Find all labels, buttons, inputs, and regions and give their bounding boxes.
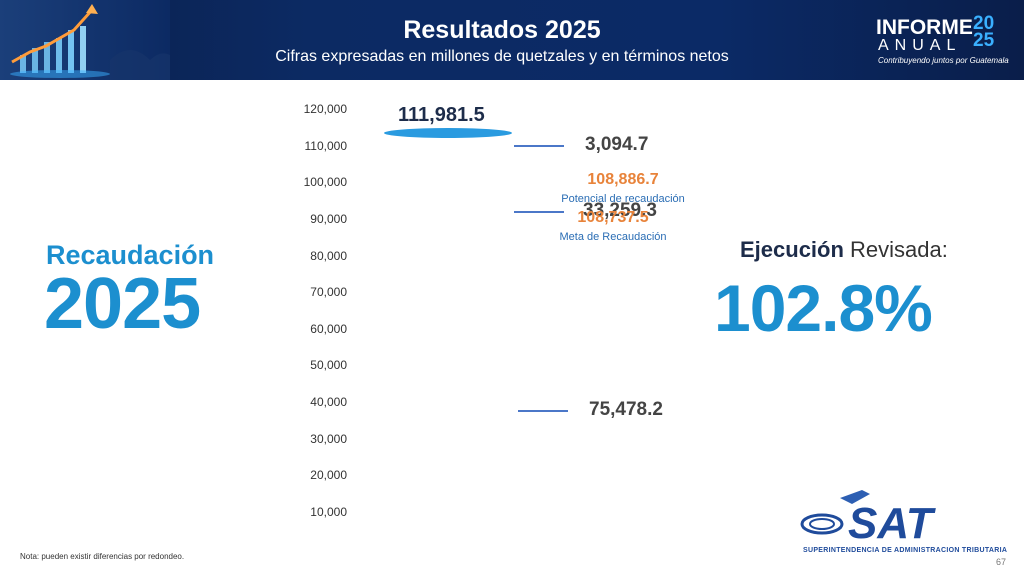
page-subtitle: Cifras expresadas en millones de quetzal… bbox=[275, 48, 729, 65]
total-marker-ellipse bbox=[384, 128, 512, 138]
ejecucion-percentage: 102.8% bbox=[714, 271, 933, 345]
header-banner: Resultados 2025 Cifras expresadas en mil… bbox=[0, 0, 1024, 80]
y-tick-label: 20,000 bbox=[310, 468, 347, 483]
sat-subtitle: SUPERINTENDENCIA DE ADMINISTRACION TRIBU… bbox=[803, 547, 1008, 554]
recaudacion-year: 2025 bbox=[44, 264, 201, 344]
y-tick-label: 10,000 bbox=[310, 505, 347, 519]
recaudacion-label: Recaudación bbox=[46, 240, 215, 270]
y-tick-label: 110,000 bbox=[304, 138, 348, 153]
meta-caption: Meta de Recaudación bbox=[559, 231, 667, 243]
total-value-label: 111,981.5 bbox=[398, 104, 485, 126]
y-tick-label: 80,000 bbox=[310, 248, 347, 263]
segment-value-label: 3,094.7 bbox=[585, 133, 649, 155]
footnote: Nota: pueden existir diferencias por red… bbox=[20, 552, 185, 561]
segment-value-label: 33,259.3 bbox=[583, 200, 657, 222]
sat-logo-text: SAT bbox=[848, 499, 936, 548]
logo-word-anual: ANUAL bbox=[878, 37, 962, 54]
logo-year: 20 25 bbox=[973, 13, 995, 51]
y-tick-label: 60,000 bbox=[310, 321, 347, 336]
y-tick-label: 120,000 bbox=[303, 102, 347, 116]
sat-logo: SAT bbox=[800, 490, 936, 548]
segment-marker bbox=[514, 211, 564, 214]
segment-marker bbox=[514, 144, 564, 147]
page-number: 67 bbox=[996, 557, 1007, 567]
y-tick-label: 70,000 bbox=[310, 285, 347, 300]
logo-tagline: Contribuyendo juntos por Guatemala bbox=[878, 56, 1009, 65]
page-title: Resultados 2025 bbox=[403, 16, 601, 44]
segment-marker bbox=[518, 410, 568, 413]
ejecucion-label: Ejecución Revisada: bbox=[740, 237, 948, 262]
y-tick-label: 40,000 bbox=[310, 395, 347, 410]
y-tick-label: 50,000 bbox=[310, 358, 347, 373]
potencial-caption: Potencial de recaudación bbox=[561, 193, 685, 205]
segment-value-label: 75,478.2 bbox=[589, 399, 663, 421]
logo-word-informe: INFORME bbox=[876, 16, 973, 39]
meta-value: 108,737.5 bbox=[577, 209, 649, 226]
informe-anual-logo: INFORME ANUAL 20 25 Contribuyendo juntos… bbox=[872, 10, 1012, 72]
y-tick-label: 100,000 bbox=[303, 175, 347, 190]
y-tick-label: 30,000 bbox=[310, 431, 347, 446]
y-tick-label: 90,000 bbox=[310, 211, 347, 226]
growth-chart-illustration bbox=[0, 0, 170, 80]
potencial-value: 108,886.7 bbox=[587, 171, 659, 188]
